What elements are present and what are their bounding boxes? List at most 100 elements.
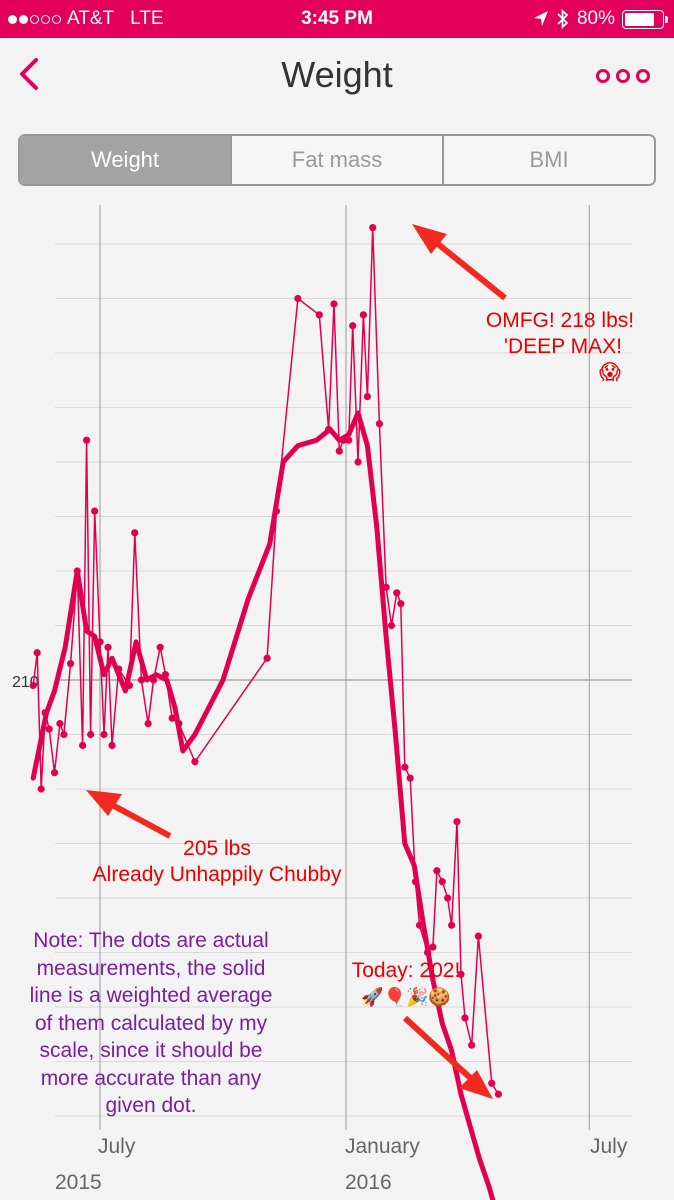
tab-weight[interactable]: Weight xyxy=(20,136,230,184)
measurement-dot xyxy=(45,725,53,733)
measurement-dot xyxy=(433,867,441,875)
annotation-max: OMFG! 218 lbs! 'DEEP MAX! 😱 xyxy=(460,308,660,386)
battery-icon xyxy=(622,9,668,29)
measurement-dot xyxy=(50,769,59,777)
annotation-line: measurements, the solid xyxy=(36,956,266,980)
measurement-dot xyxy=(438,878,446,886)
measurement-dot xyxy=(393,589,401,597)
annotation-line: Note: The dots are actual xyxy=(33,929,269,952)
annotation-line: Already Unhappily Chubby xyxy=(92,863,342,886)
chart-grid xyxy=(55,243,632,1117)
measurement-dot xyxy=(144,720,152,728)
metric-tabs: Weight Fat mass BMI xyxy=(18,134,656,186)
measurement-dot xyxy=(125,681,134,690)
measurement-dot xyxy=(369,224,377,232)
measurement-dot xyxy=(429,943,437,951)
measurement-dot xyxy=(33,649,41,657)
x-tick-label: July xyxy=(590,1135,628,1158)
status-bar: AT&T LTE 3:45 PM 80% xyxy=(0,0,674,38)
measurement-dot xyxy=(345,436,353,444)
annotation-line: given dot. xyxy=(105,1094,197,1117)
measurement-dot xyxy=(91,507,99,515)
measurement-dot xyxy=(168,714,176,722)
ellipsis-icon xyxy=(616,69,630,83)
annotation-line: more accurate than any xyxy=(40,1066,262,1090)
annotation-line: 'DEEP MAX! xyxy=(504,335,622,358)
annotation-emoji: 🚀🎈🎉🍪 xyxy=(361,987,451,1007)
signal-strength-icon xyxy=(8,14,61,24)
network-label: LTE xyxy=(130,8,164,29)
ellipsis-icon xyxy=(596,69,610,83)
measurement-dot xyxy=(41,709,49,717)
measurement-dot xyxy=(96,638,104,646)
measurement-dot xyxy=(330,300,338,308)
annotation-line: of them calculated by my xyxy=(34,1011,268,1035)
status-time: 3:45 PM xyxy=(301,8,373,29)
measurement-dot xyxy=(387,621,396,630)
measurement-dot xyxy=(349,322,357,330)
more-button[interactable] xyxy=(596,64,652,88)
tab-fat-mass[interactable]: Fat mass xyxy=(230,136,442,184)
measurement-dot xyxy=(375,420,384,428)
measurement-dot xyxy=(149,676,158,684)
x-tick-label: January xyxy=(345,1135,420,1158)
measurement-dot xyxy=(87,730,95,739)
annotation-today: Today: 202! 🚀🎈🎉🍪 xyxy=(340,958,472,1010)
measurement-dot xyxy=(415,921,424,929)
measurement-dot xyxy=(444,894,452,902)
measurement-dot xyxy=(339,436,347,444)
measurement-dot xyxy=(137,676,146,684)
measurement-dot xyxy=(66,660,75,668)
measurement-dots xyxy=(29,224,503,1098)
measurement-dot xyxy=(457,970,465,978)
bluetooth-icon xyxy=(557,9,569,29)
page-title: Weight xyxy=(281,54,393,95)
measurement-dot xyxy=(104,643,112,651)
measurement-dot xyxy=(191,758,199,766)
measurement-dot xyxy=(448,921,456,929)
battery-percent: 80% xyxy=(576,8,615,29)
status-right: 80% xyxy=(533,8,668,30)
measurement-dot xyxy=(315,311,323,319)
measurement-dot xyxy=(468,1041,476,1049)
annotation-line: OMFG! 218 lbs! xyxy=(485,309,635,332)
weighted-average-line xyxy=(30,410,496,1200)
annotation-line: line is a weighted average xyxy=(29,984,273,1007)
measurement-dot xyxy=(175,720,183,728)
ellipsis-icon xyxy=(636,69,650,83)
measurement-dot xyxy=(272,507,281,515)
x-year-label: 2015 xyxy=(55,1171,102,1194)
measurement-dot xyxy=(488,1079,496,1087)
measurement-dot xyxy=(156,643,164,651)
measurement-dot xyxy=(474,932,482,940)
back-button[interactable] xyxy=(10,54,54,98)
measurement-dot xyxy=(294,294,302,303)
measurement-dot xyxy=(131,529,139,537)
annotation-line: Today: 202! xyxy=(351,959,461,982)
location-arrow-icon xyxy=(533,11,548,26)
measurement-dot xyxy=(161,670,170,679)
annotation-note: Note: The dots are actual measurements, … xyxy=(10,927,292,1120)
measurement-dot xyxy=(354,458,362,466)
x-tick-label: July xyxy=(98,1135,136,1158)
measurement-dot xyxy=(363,393,371,401)
measurement-dot xyxy=(100,730,108,739)
annotation-line: 205 lbs xyxy=(183,837,251,860)
measurement-dot xyxy=(56,720,64,728)
measurement-dot xyxy=(411,878,420,886)
annotation-line: scale, since it should be xyxy=(39,1039,263,1062)
measurement-dot xyxy=(494,1090,503,1098)
measurement-dot xyxy=(406,774,414,782)
tab-bmi[interactable]: BMI xyxy=(442,136,654,184)
measurement-dot xyxy=(423,948,432,957)
annotation-emoji: 😱 xyxy=(599,361,621,384)
measurement-dot xyxy=(359,311,367,319)
arrow-start xyxy=(86,790,172,839)
nav-bar: Weight xyxy=(0,38,674,118)
chevron-left-icon xyxy=(20,58,38,90)
measurement-dot xyxy=(453,818,461,826)
measurement-dot xyxy=(397,600,405,608)
arrow-today xyxy=(402,1015,493,1099)
measurement-dot xyxy=(401,763,409,771)
